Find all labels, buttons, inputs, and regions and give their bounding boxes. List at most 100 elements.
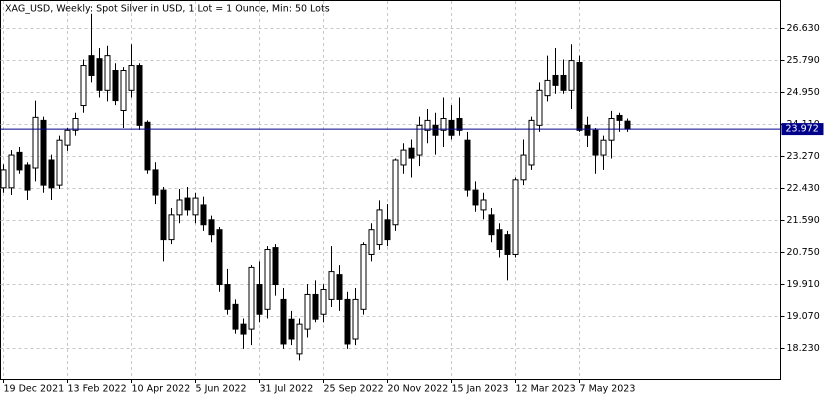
y-tick-label: 24.950 bbox=[787, 87, 820, 98]
candle-body bbox=[312, 293, 319, 320]
candle-body bbox=[176, 199, 183, 216]
candle-body bbox=[392, 159, 399, 226]
candle-body bbox=[384, 219, 391, 241]
candle-body bbox=[104, 55, 111, 91]
y-tick-label: 22.430 bbox=[787, 183, 820, 194]
candle-body bbox=[216, 229, 223, 286]
candle-body bbox=[376, 209, 383, 246]
candle-body bbox=[256, 284, 263, 315]
candle-body bbox=[264, 249, 271, 310]
candle-body bbox=[400, 149, 407, 166]
candle-body bbox=[424, 119, 431, 131]
candle-body bbox=[64, 129, 71, 146]
candle-body bbox=[576, 62, 583, 131]
candle-body bbox=[368, 229, 375, 255]
candle-body bbox=[624, 120, 631, 130]
candle-body bbox=[600, 139, 607, 156]
candle-body bbox=[80, 65, 87, 107]
candle-body bbox=[56, 139, 63, 186]
candle-body bbox=[224, 284, 231, 310]
candle-body bbox=[152, 169, 159, 196]
candle-body bbox=[544, 79, 551, 97]
candle-body bbox=[184, 197, 191, 211]
candle-body bbox=[488, 214, 495, 236]
candle-body bbox=[352, 298, 359, 340]
candle-body bbox=[336, 274, 343, 300]
plot-frame bbox=[0, 0, 781, 380]
x-tick-label: 10 Apr 2022 bbox=[132, 384, 191, 395]
candle-body bbox=[72, 117, 79, 131]
y-tick-label: 23.270 bbox=[787, 151, 820, 162]
candle-body bbox=[120, 70, 127, 111]
x-tick-label: 15 Jan 2023 bbox=[452, 384, 509, 395]
candle-body bbox=[48, 159, 55, 189]
candle-body bbox=[456, 117, 463, 131]
candle-body bbox=[16, 151, 23, 171]
candle-body bbox=[32, 116, 39, 169]
candle-body bbox=[560, 74, 567, 91]
y-tick-label: 21.590 bbox=[787, 215, 820, 226]
x-tick-label: 31 Jul 2022 bbox=[260, 384, 314, 395]
x-tick-label: 19 Dec 2021 bbox=[4, 384, 65, 395]
x-tick-label: 25 Sep 2022 bbox=[324, 384, 384, 395]
candle-body bbox=[584, 124, 591, 136]
candle-body bbox=[440, 117, 447, 131]
candle-body bbox=[480, 199, 487, 211]
candle-body bbox=[160, 189, 167, 241]
candle-body bbox=[192, 197, 199, 216]
candle-body bbox=[88, 55, 95, 76]
candle-body bbox=[496, 229, 503, 251]
y-tick-label: 26.630 bbox=[787, 23, 820, 34]
candle-body bbox=[432, 124, 439, 136]
candle-body bbox=[464, 139, 471, 191]
x-tick-label: 7 May 2023 bbox=[580, 384, 636, 395]
y-tick-label: 18.230 bbox=[787, 343, 820, 354]
y-tick-label: 20.750 bbox=[787, 247, 820, 258]
candle-body bbox=[304, 293, 311, 330]
candle-body bbox=[616, 114, 623, 121]
x-tick-label: 5 Jun 2022 bbox=[196, 384, 247, 395]
candle-body bbox=[344, 298, 351, 345]
candle-body bbox=[592, 129, 599, 156]
candle-body bbox=[320, 288, 327, 315]
candle-body bbox=[200, 204, 207, 226]
candle-body bbox=[0, 169, 7, 189]
x-tick-label: 12 Mar 2023 bbox=[516, 384, 576, 395]
candle-body bbox=[240, 323, 247, 335]
candle-body bbox=[504, 234, 511, 255]
y-tick-label: 19.070 bbox=[787, 311, 820, 322]
price-label-box bbox=[781, 123, 824, 136]
candle-body bbox=[408, 147, 415, 159]
candle-body bbox=[528, 119, 535, 166]
candle-body bbox=[208, 219, 215, 236]
candle-body bbox=[96, 58, 103, 91]
candle-body bbox=[288, 318, 295, 340]
candle-body bbox=[128, 65, 135, 91]
candle-body bbox=[280, 298, 287, 345]
candle-body bbox=[360, 244, 367, 310]
candle-body bbox=[568, 60, 575, 91]
price-label: 23.972 bbox=[786, 124, 819, 135]
candle-body bbox=[112, 70, 119, 102]
y-tick-label: 19.910 bbox=[787, 279, 820, 290]
candle-body bbox=[40, 119, 47, 186]
candle-body bbox=[536, 89, 543, 126]
candle-body bbox=[448, 119, 455, 136]
candle-body bbox=[144, 121, 151, 171]
candle-body bbox=[296, 323, 303, 355]
candle-body bbox=[328, 271, 335, 300]
candle-body bbox=[512, 179, 519, 255]
x-tick-label: 13 Feb 2022 bbox=[68, 384, 127, 395]
chart-title: XAG_USD, Weekly: Spot Silver in USD, 1 L… bbox=[5, 4, 330, 15]
candle-body bbox=[520, 154, 527, 181]
candle-body bbox=[416, 124, 423, 156]
candle-body bbox=[472, 189, 479, 206]
candle-body bbox=[248, 266, 255, 330]
candle-body bbox=[8, 154, 15, 189]
candle-body bbox=[136, 65, 143, 126]
y-tick-label: 25.790 bbox=[787, 55, 820, 66]
candle-body bbox=[272, 247, 279, 286]
candle-body bbox=[168, 214, 175, 241]
x-tick-label: 20 Nov 2022 bbox=[388, 384, 449, 395]
